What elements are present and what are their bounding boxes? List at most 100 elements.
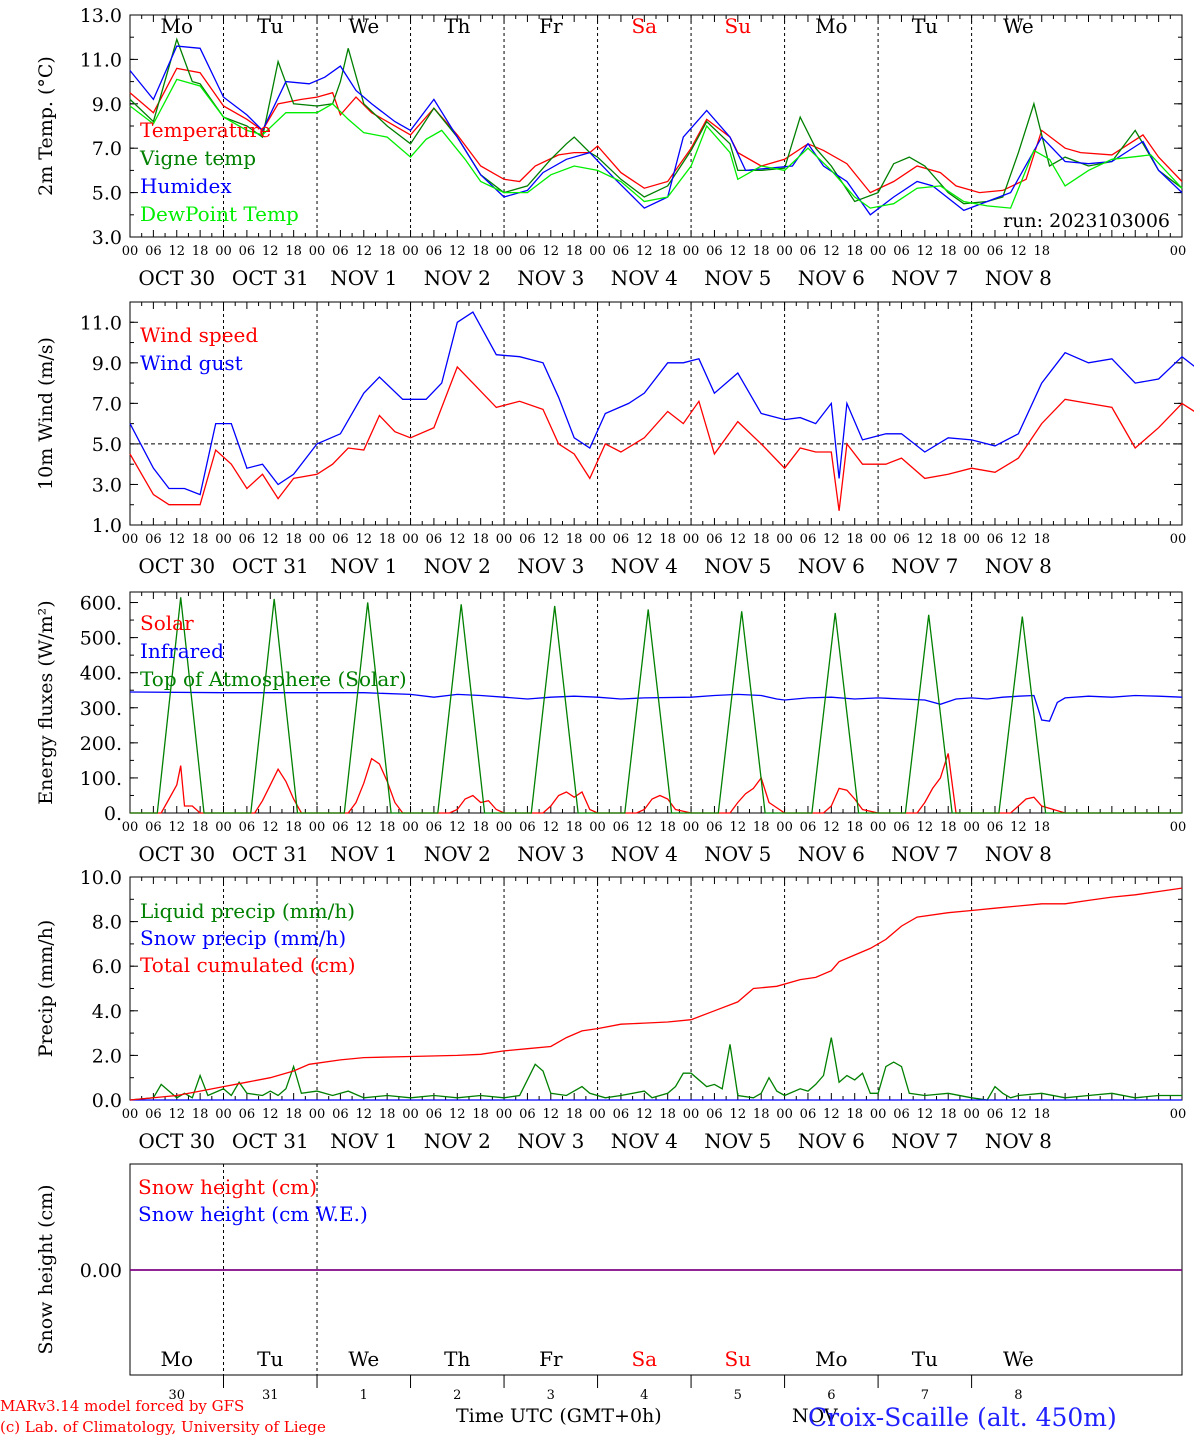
hour-tick-label: 00 — [215, 820, 232, 835]
day-number-label: 3 — [547, 1388, 555, 1403]
hour-tick-label: 00 — [215, 532, 232, 547]
hour-tick-label: 06 — [613, 244, 630, 259]
hour-tick-label: 12 — [823, 1107, 840, 1122]
lab-credit-text: (c) Lab. of Climatology, University of L… — [0, 1418, 326, 1436]
hour-tick-label: 12 — [730, 820, 747, 835]
series-line — [129, 365, 1194, 511]
y-tick-label: 5.0 — [92, 434, 122, 456]
y-tick-label: 9.0 — [92, 94, 122, 116]
hour-tick-label: 18 — [192, 532, 209, 547]
legend-entry: Wind speed — [140, 323, 258, 347]
weekday-label: Tu — [257, 1347, 283, 1371]
day-number-label: 1 — [360, 1388, 368, 1403]
hour-tick-label: 18 — [566, 532, 583, 547]
hour-tick-label: 06 — [893, 244, 910, 259]
hour-tick-label: 00 — [776, 532, 793, 547]
hour-tick-label: 06 — [893, 532, 910, 547]
date-label: NOV 8 — [985, 554, 1052, 578]
hour-tick-label: 12 — [823, 532, 840, 547]
legend-entry: Vigne temp — [139, 146, 256, 170]
hour-tick-label: 12 — [543, 1107, 560, 1122]
y-tick-label: 0.0 — [92, 1090, 122, 1112]
hour-tick-label: 00 — [963, 244, 980, 259]
y-tick-label: 6.0 — [92, 956, 122, 978]
hour-tick-label: 12 — [636, 244, 653, 259]
hour-tick-label: 18 — [940, 532, 957, 547]
y-axis-label: 10m Wind (m/s) — [35, 337, 57, 490]
hour-tick-label: 18 — [940, 1107, 957, 1122]
hour-tick-label: 00 — [496, 1107, 513, 1122]
hour-tick-label: 12 — [730, 532, 747, 547]
hour-tick-label: 06 — [519, 820, 536, 835]
hour-tick-label: 12 — [449, 532, 466, 547]
legend-entry: Snow precip (mm/h) — [140, 926, 346, 950]
weekday-label: Th — [444, 14, 470, 38]
hour-tick-label: 18 — [753, 244, 770, 259]
hour-tick-label: 00 — [309, 244, 326, 259]
hour-tick-label: 06 — [239, 532, 256, 547]
hour-tick-label: 18 — [379, 820, 396, 835]
hour-tick-label: 12 — [168, 532, 185, 547]
series-line — [129, 887, 1183, 1101]
hour-tick-label: 18 — [192, 1107, 209, 1122]
y-tick-label: 11.0 — [80, 312, 122, 334]
hour-tick-label: 06 — [987, 532, 1004, 547]
weekday-label: Th — [444, 1347, 470, 1371]
month-label: NOV — [792, 1405, 838, 1427]
y-tick-label: 10.0 — [80, 867, 122, 889]
y-axis-label: Energy fluxes (W/m²) — [35, 600, 57, 804]
hour-tick-label: 00 — [683, 532, 700, 547]
hour-tick-label: 18 — [659, 244, 676, 259]
date-label: NOV 5 — [704, 842, 771, 866]
date-label: NOV 6 — [798, 842, 865, 866]
weekday-label: Mo — [160, 14, 193, 38]
hour-tick-label: 06 — [706, 244, 723, 259]
hour-tick-label: 06 — [987, 820, 1004, 835]
date-label: NOV 3 — [517, 554, 584, 578]
weekday-label: We — [1003, 1347, 1034, 1371]
hour-tick-label: 00 — [309, 1107, 326, 1122]
hour-tick-label: 00 — [496, 532, 513, 547]
hour-tick-label: 12 — [730, 244, 747, 259]
hour-tick-label: 06 — [145, 820, 162, 835]
hour-tick-label: 06 — [613, 532, 630, 547]
hour-tick-label: 18 — [659, 532, 676, 547]
day-number-label: 31 — [262, 1388, 279, 1403]
hour-tick-label: 12 — [543, 820, 560, 835]
hour-tick-label: 06 — [426, 820, 443, 835]
hour-tick-label: 00 — [1170, 532, 1187, 547]
date-label: NOV 2 — [424, 842, 491, 866]
y-tick-label: 300. — [80, 698, 122, 720]
hour-tick-label: 12 — [262, 820, 279, 835]
date-label: NOV 1 — [330, 554, 397, 578]
hour-tick-label: 00 — [122, 1107, 139, 1122]
hour-tick-label: 18 — [192, 244, 209, 259]
hour-tick-label: 06 — [145, 532, 162, 547]
hour-tick-label: 00 — [309, 532, 326, 547]
y-tick-label: 2.0 — [92, 1045, 122, 1067]
date-label: NOV 8 — [985, 266, 1052, 290]
hour-tick-label: 06 — [800, 244, 817, 259]
station-title: Croix-Scaille (alt. 450m) — [808, 1403, 1117, 1432]
hour-tick-label: 06 — [519, 1107, 536, 1122]
date-label: NOV 8 — [985, 842, 1052, 866]
hour-tick-label: 12 — [1010, 820, 1027, 835]
legend-entry: Snow height (cm W.E.) — [138, 1202, 368, 1226]
hour-tick-label: 12 — [543, 244, 560, 259]
hour-tick-label: 18 — [566, 244, 583, 259]
hour-tick-label: 06 — [706, 820, 723, 835]
date-label: NOV 4 — [611, 842, 678, 866]
hour-tick-label: 06 — [613, 820, 630, 835]
hour-tick-label: 18 — [379, 532, 396, 547]
hour-tick-label: 00 — [496, 820, 513, 835]
panel-frame — [129, 591, 1183, 814]
hour-tick-label: 18 — [472, 532, 489, 547]
hour-tick-label: 00 — [215, 244, 232, 259]
hour-tick-label: 12 — [168, 244, 185, 259]
hour-tick-label: 00 — [870, 532, 887, 547]
hour-tick-label: 00 — [402, 820, 419, 835]
weekday-label: Su — [725, 14, 752, 38]
